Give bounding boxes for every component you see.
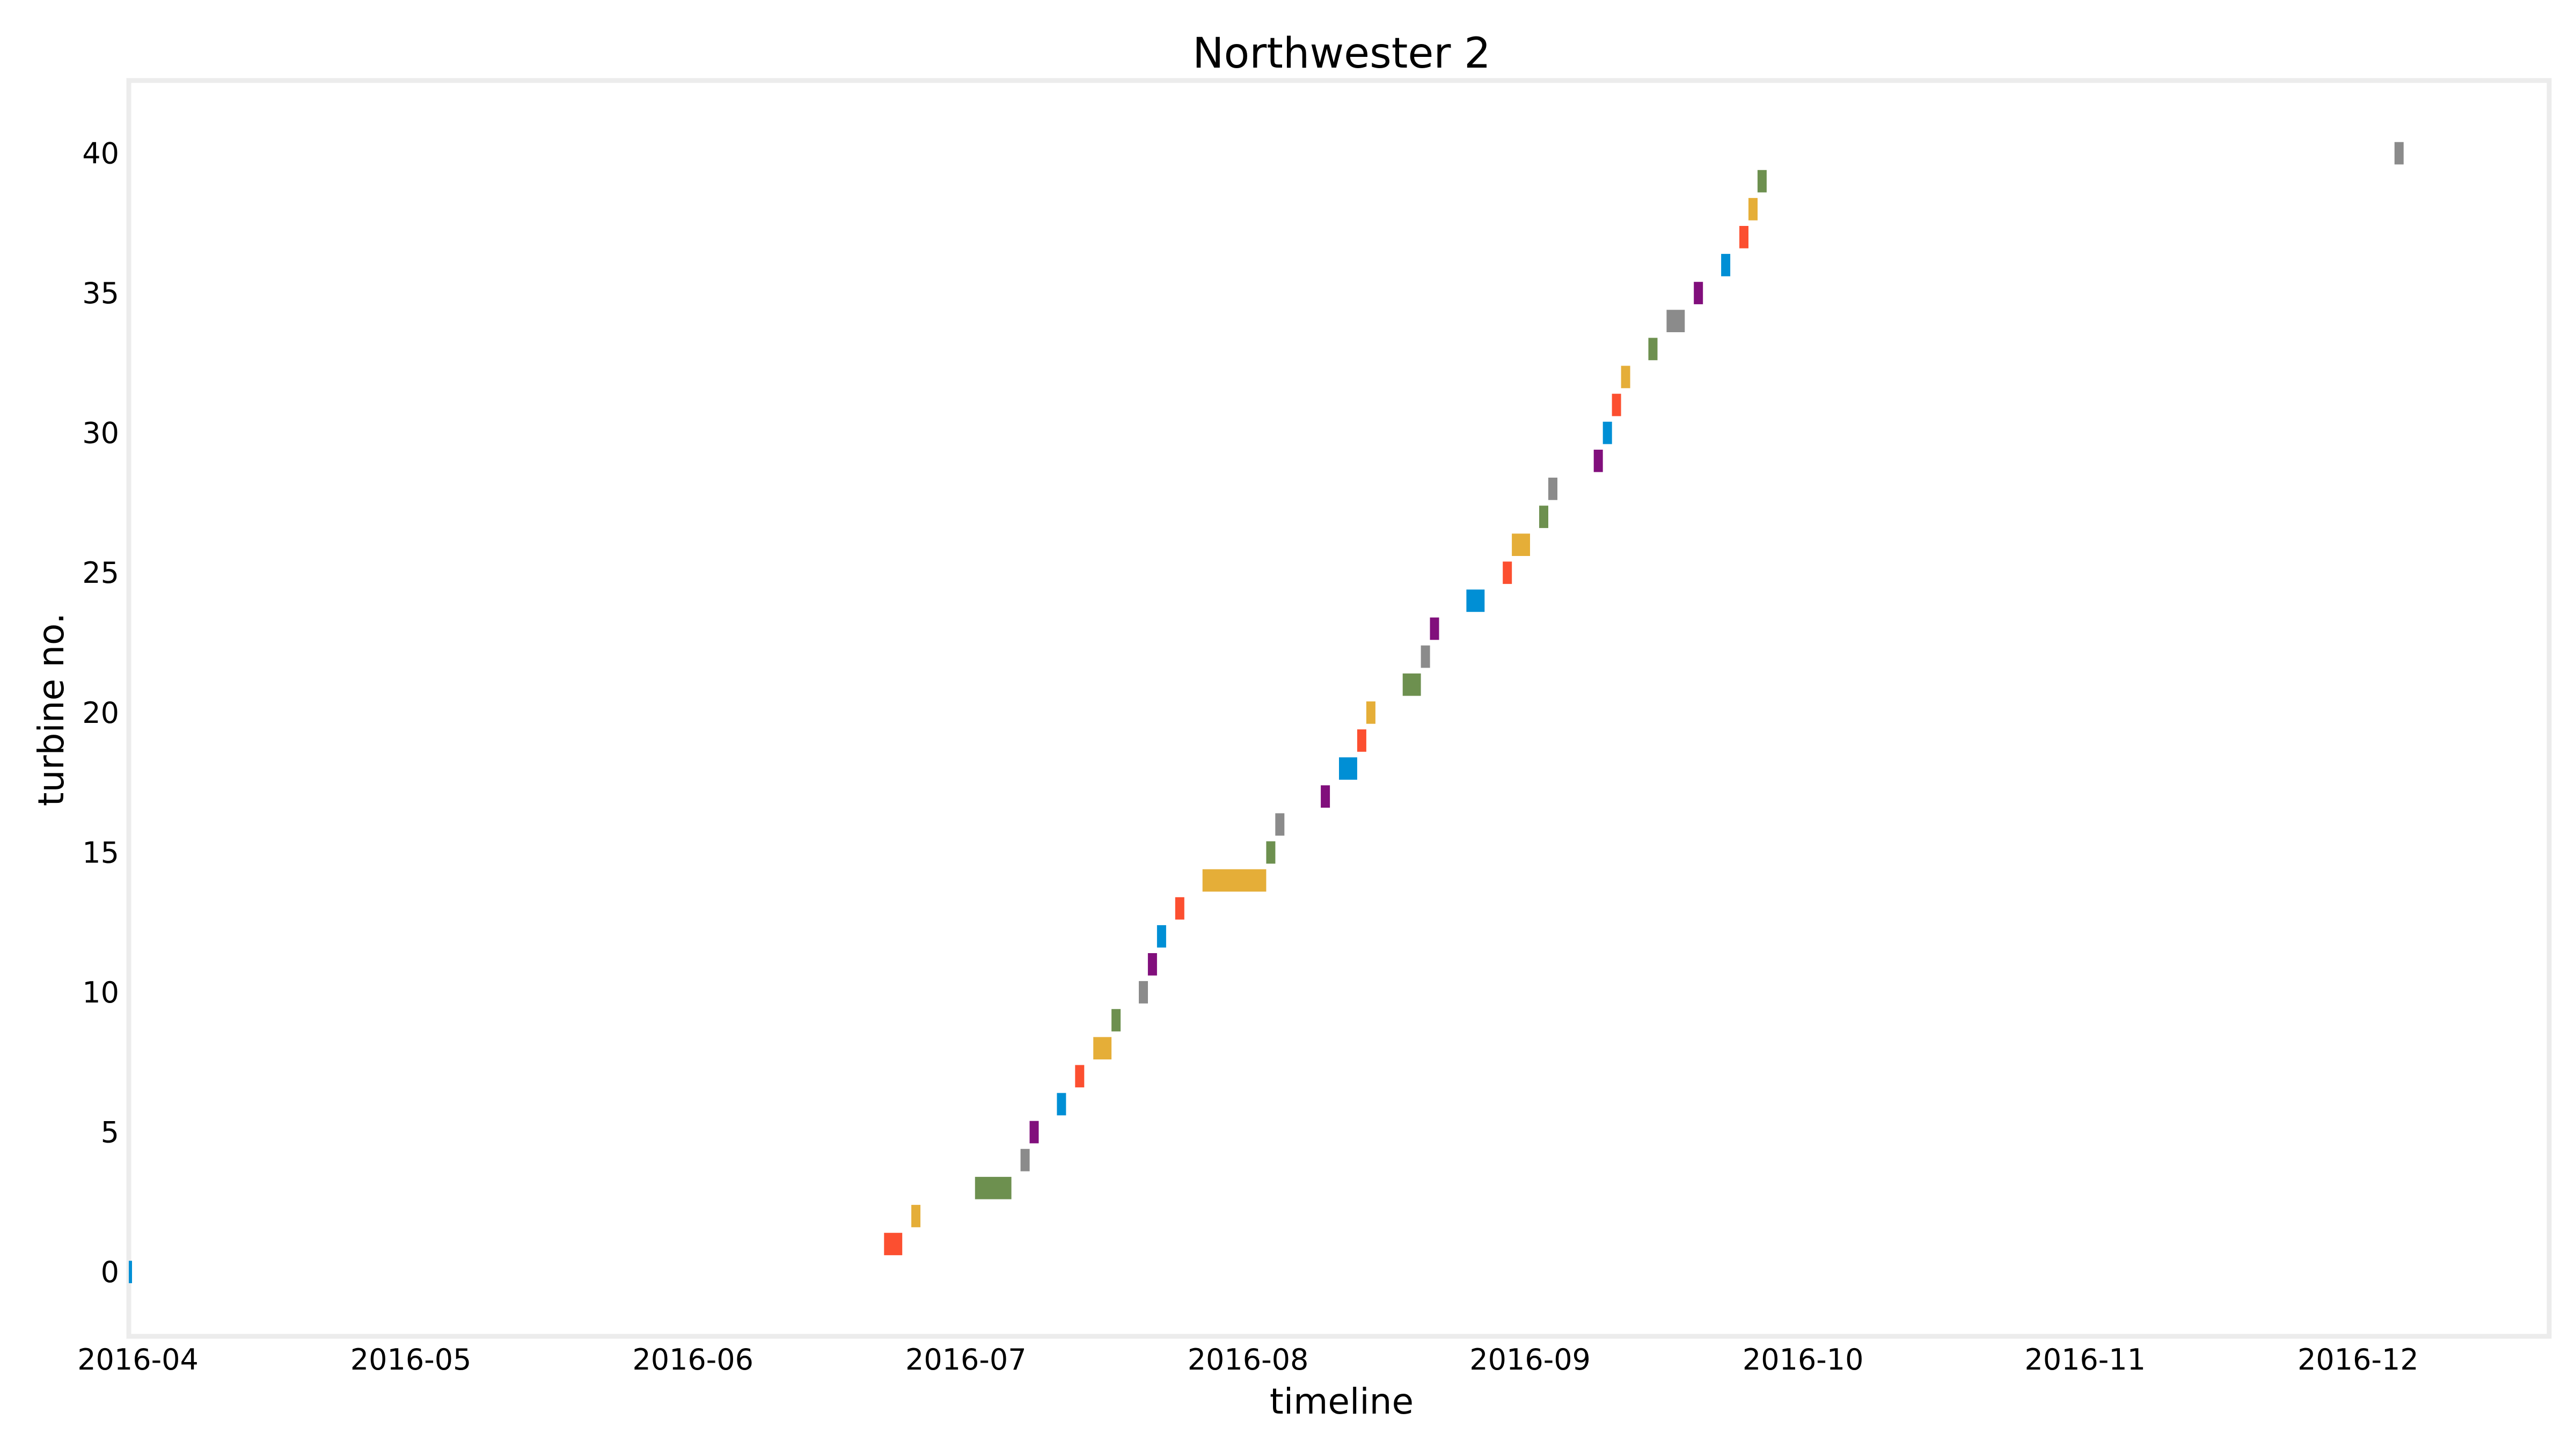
chart-title: Northwester 2 — [1192, 30, 1491, 78]
bar-turbine-34 — [1666, 310, 1685, 332]
y-tick-20: 20 — [82, 696, 119, 730]
bar-turbine-28 — [1548, 478, 1557, 500]
bar-turbine-1 — [884, 1233, 903, 1255]
bar-turbine-18 — [1339, 757, 1357, 780]
plot-border — [126, 78, 2552, 1339]
x-axis-label: timeline — [1270, 1381, 1414, 1422]
bar-turbine-4 — [1020, 1148, 1030, 1172]
y-tick-5: 5 — [101, 1116, 119, 1150]
bar-turbine-12 — [1157, 925, 1166, 948]
bar-turbine-7 — [1075, 1065, 1085, 1088]
x-tick-2016-09: 2016-09 — [1469, 1343, 1591, 1377]
bar-turbine-22 — [1421, 645, 1430, 668]
bar-turbine-15 — [1266, 841, 1276, 864]
bar-turbine-2 — [911, 1205, 921, 1227]
bar-turbine-40 — [2394, 142, 2404, 165]
bar-turbine-25 — [1503, 561, 1512, 584]
y-tick-15: 15 — [82, 836, 119, 869]
bar-turbine-33 — [1648, 338, 1658, 361]
bar-turbine-14 — [1202, 869, 1267, 892]
bar-turbine-19 — [1357, 729, 1366, 752]
x-tick-2016-04: 2016-04 — [77, 1343, 199, 1377]
x-tick-2016-12: 2016-12 — [2297, 1343, 2419, 1377]
bar-turbine-0 — [129, 1261, 132, 1283]
y-tick-30: 30 — [82, 416, 119, 450]
bar-turbine-10 — [1139, 981, 1148, 1004]
bar-turbine-13 — [1175, 897, 1184, 920]
bar-turbine-21 — [1402, 673, 1421, 696]
x-tick-labels: 2016-04 2016-05 2016-06 2016-07 2016-08 2016-… — [77, 1343, 2419, 1377]
y-tick-25: 25 — [82, 556, 119, 590]
bar-turbine-16 — [1275, 813, 1285, 836]
bar-turbine-39 — [1757, 170, 1767, 193]
bar-turbine-9 — [1111, 1009, 1121, 1031]
bar-turbine-32 — [1621, 365, 1630, 389]
bar-turbine-27 — [1539, 506, 1548, 528]
bar-turbine-20 — [1366, 701, 1375, 724]
bar-turbine-35 — [1694, 282, 1703, 304]
bar-turbine-30 — [1602, 421, 1612, 444]
bar-turbine-3 — [975, 1176, 1012, 1199]
bar-turbine-26 — [1512, 533, 1530, 556]
y-tick-10: 10 — [82, 976, 119, 1009]
x-tick-2016-11: 2016-11 — [2024, 1343, 2146, 1377]
y-tick-40: 40 — [82, 137, 119, 171]
bar-turbine-24 — [1466, 589, 1485, 612]
bar-turbine-29 — [1593, 449, 1603, 472]
x-tick-2016-06: 2016-06 — [632, 1343, 753, 1377]
bar-turbine-38 — [1748, 197, 1758, 221]
bars-layer — [129, 142, 2404, 1283]
y-tick-35: 35 — [82, 276, 119, 310]
y-tick-0: 0 — [101, 1255, 119, 1289]
y-axis-label: turbine no. — [31, 613, 72, 807]
bar-turbine-31 — [1612, 393, 1621, 416]
x-tick-2016-08: 2016-08 — [1188, 1343, 1309, 1377]
bar-turbine-36 — [1721, 254, 1731, 276]
x-tick-2016-05: 2016-05 — [350, 1343, 472, 1377]
bar-turbine-5 — [1029, 1121, 1039, 1144]
bar-turbine-37 — [1739, 226, 1748, 248]
plot-frame — [126, 78, 2552, 1339]
y-tick-labels: 0 5 10 15 20 25 30 35 40 — [82, 137, 119, 1290]
bar-turbine-8 — [1093, 1037, 1112, 1060]
x-tick-2016-07: 2016-07 — [905, 1343, 1027, 1377]
bar-turbine-11 — [1147, 953, 1157, 976]
bar-turbine-17 — [1321, 785, 1330, 808]
x-tick-2016-10: 2016-10 — [1743, 1343, 1864, 1377]
bar-turbine-6 — [1057, 1093, 1066, 1116]
bar-turbine-23 — [1430, 617, 1439, 640]
